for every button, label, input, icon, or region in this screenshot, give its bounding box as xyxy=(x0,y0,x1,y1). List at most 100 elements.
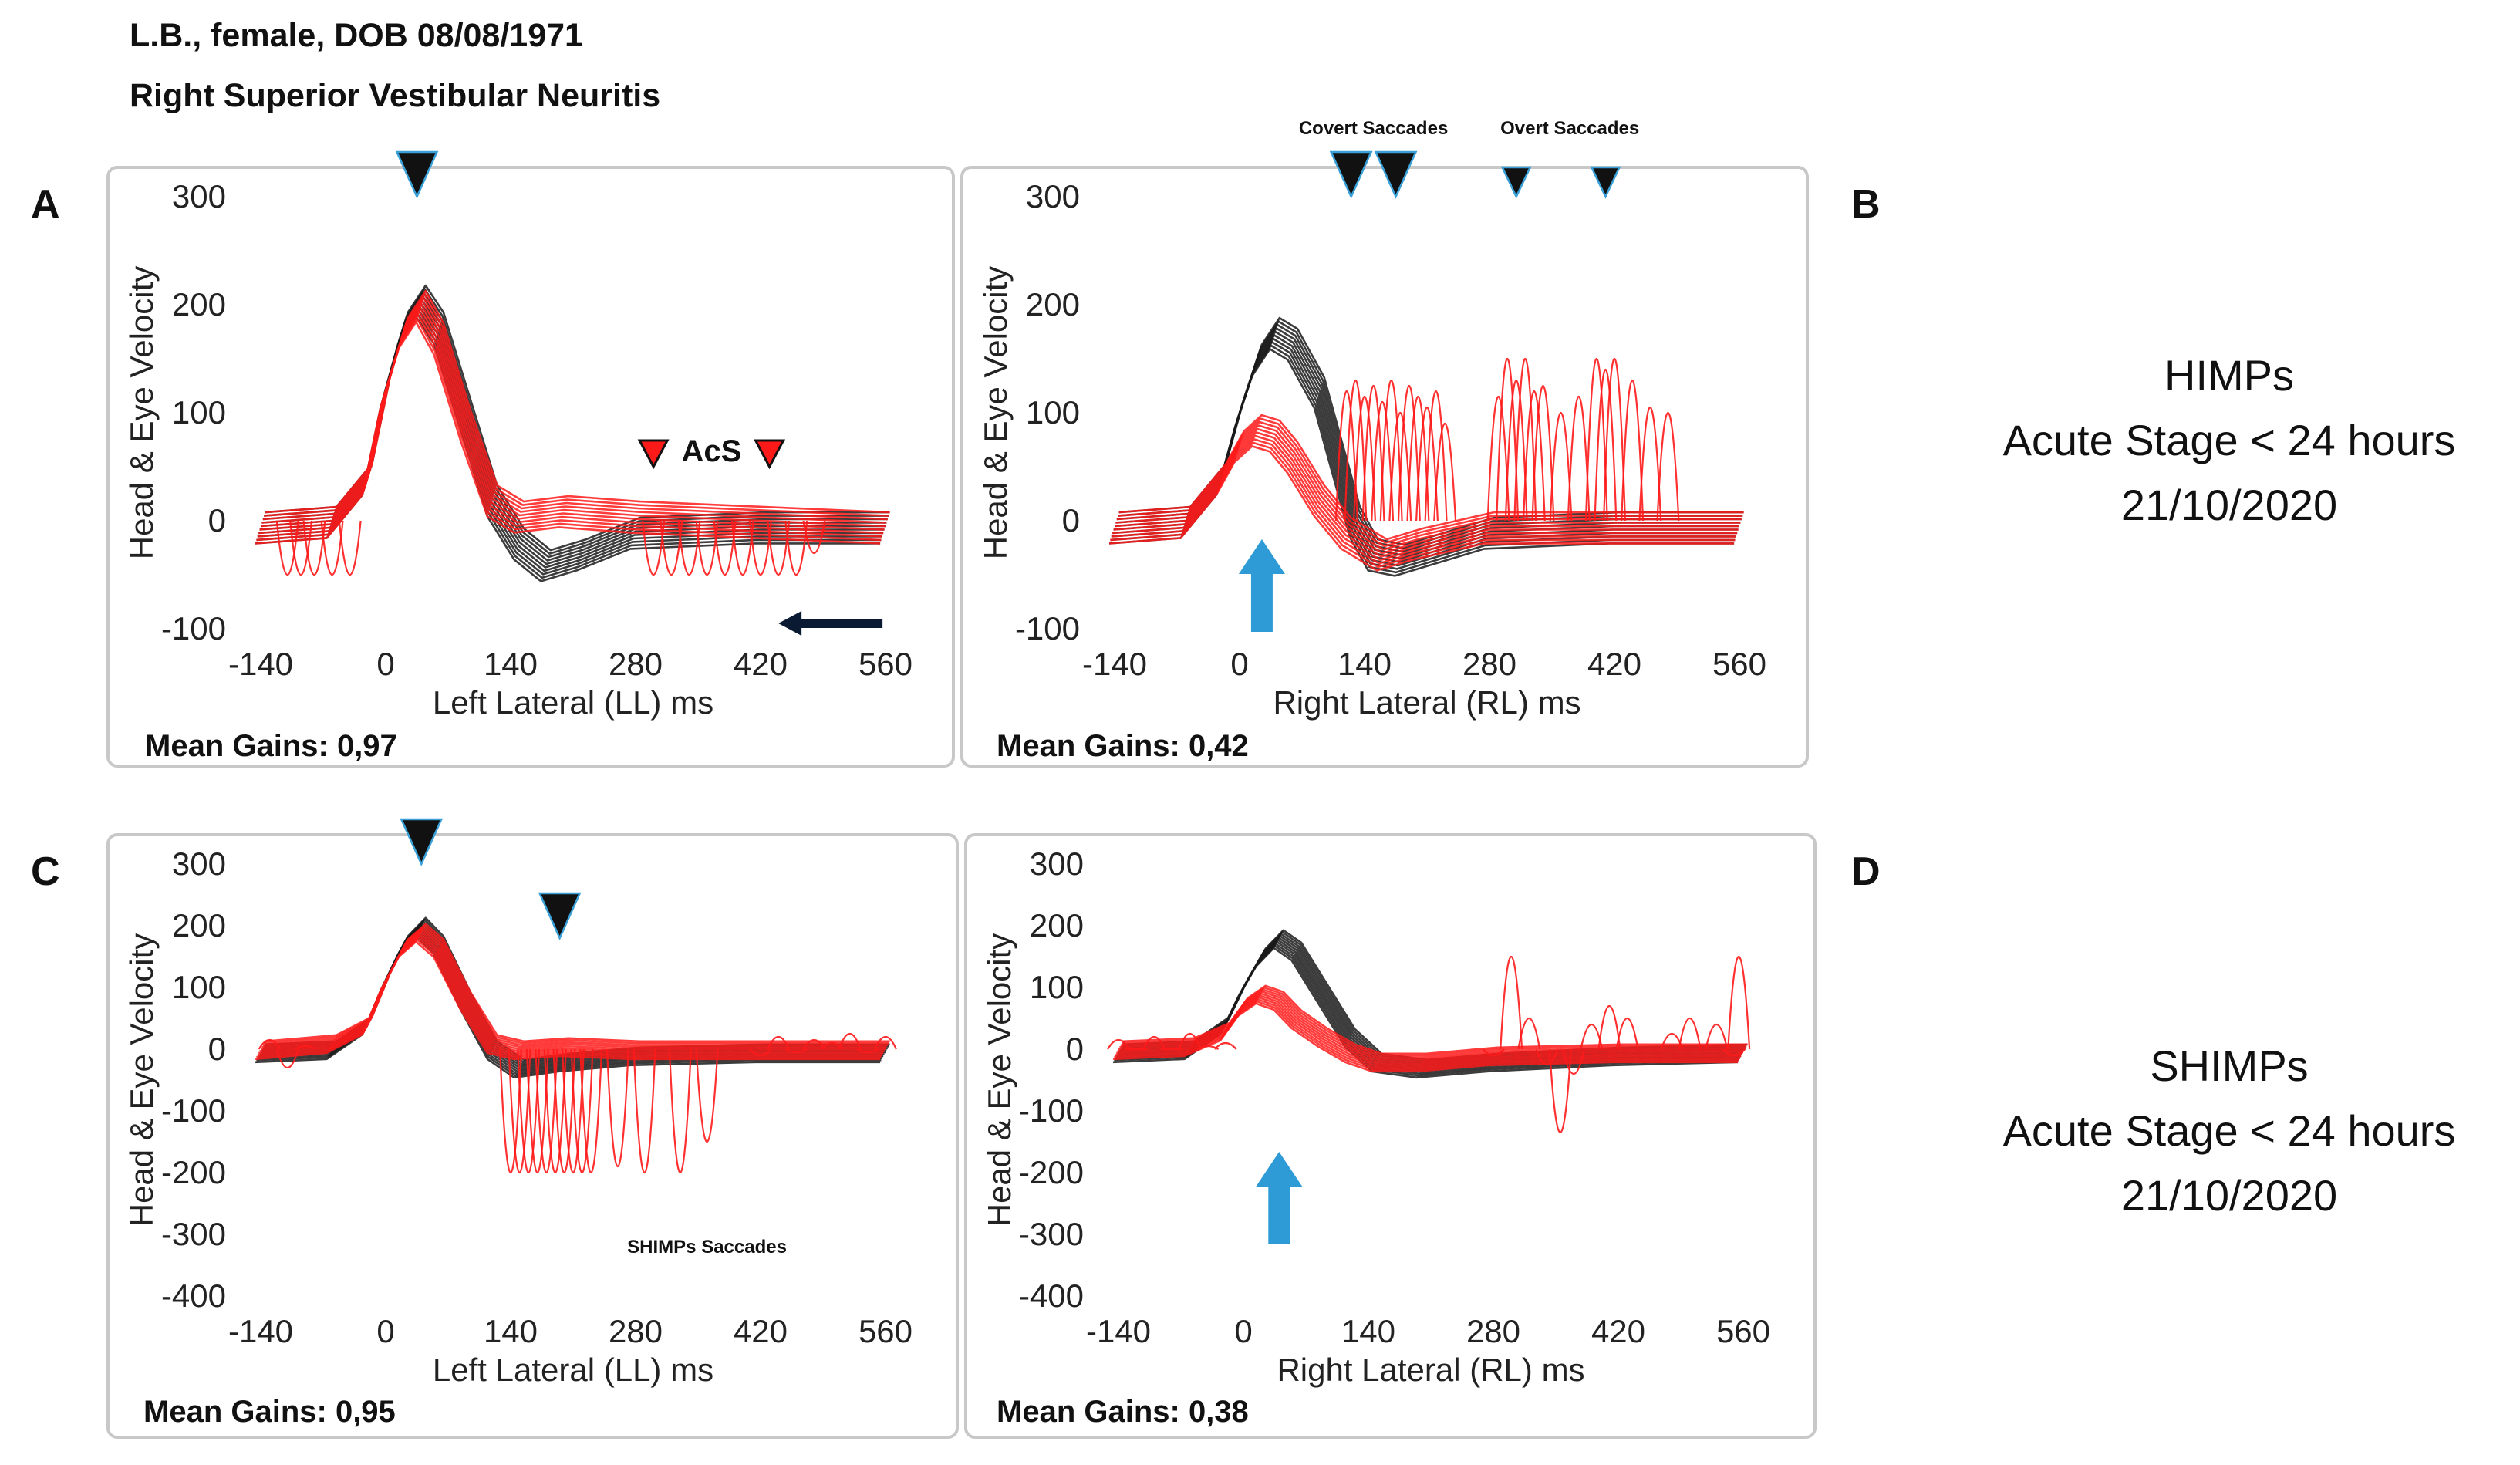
series-c-3-spike xyxy=(874,1035,897,1050)
series-d-1-line xyxy=(1119,991,1745,1061)
series-c-1-line xyxy=(260,930,886,1051)
x-tick-label: 420 xyxy=(734,1313,788,1349)
black-triangle-marker xyxy=(1590,166,1621,199)
shimps-stage: Acute Stage < 24 hours xyxy=(2002,1106,2456,1155)
y-tick-label: 100 xyxy=(1026,394,1080,430)
y-tick-label: -100 xyxy=(1019,1092,1084,1129)
series-d-2-spike xyxy=(1615,1018,1639,1050)
y-tick-label: 0 xyxy=(208,502,226,538)
series-c-1-line xyxy=(258,934,884,1055)
series-d-2-spike xyxy=(1705,1023,1729,1050)
series-c-3-spike xyxy=(856,1048,879,1054)
series-b-3-spike xyxy=(1486,396,1510,522)
x-tick-label: 560 xyxy=(859,646,913,682)
blue-arrow-up-icon xyxy=(1256,1152,1303,1244)
x-tick-label: 420 xyxy=(734,646,788,682)
series-a-3-spike xyxy=(713,520,737,576)
panel-a-frame xyxy=(106,166,955,768)
y-tick-label: 300 xyxy=(172,846,226,882)
x-tick-label: 0 xyxy=(1234,1313,1252,1349)
series-c-3-spike xyxy=(749,1048,772,1057)
series-c-3-spike xyxy=(838,1033,862,1050)
shimps-date: 21/10/2020 xyxy=(2120,1171,2338,1220)
series-b-2-spike xyxy=(1433,423,1457,522)
annotation-text: Overt Saccades xyxy=(1500,118,1639,139)
series-c-1-line xyxy=(259,933,885,1052)
x-tick-label: 140 xyxy=(1341,1313,1395,1349)
x-tick-label: -140 xyxy=(1086,1313,1151,1349)
series-b-3-spike xyxy=(1496,357,1520,522)
series-b-2-spike xyxy=(1397,384,1421,522)
x-tick-label: 280 xyxy=(1466,1313,1520,1349)
series-b-3-spike xyxy=(1504,380,1528,522)
x-tick-label: 140 xyxy=(484,646,538,682)
y-axis-label: Head & Eye Velocity xyxy=(977,266,1014,560)
series-d-2-spike xyxy=(1727,956,1751,1050)
mean-gain-d: Mean Gains: 0,38 xyxy=(997,1395,1249,1429)
x-tick-label: 0 xyxy=(1230,646,1248,682)
chart-panel-c: 300 200 100 0 -100 -200 -300 -400-140 0 140 280 420… xyxy=(123,818,913,1388)
series-b-0-line xyxy=(1118,316,1744,546)
series-a-2-spike xyxy=(289,520,313,576)
series-b-2-spike xyxy=(1353,396,1376,522)
himps-date: 21/10/2020 xyxy=(2120,481,2338,529)
y-axis-label: Head & Eye Velocity xyxy=(123,933,160,1227)
annotation-text: SHIMPs Saccades xyxy=(627,1237,787,1257)
series-d-2-spike xyxy=(1722,1048,1746,1057)
x-tick-label: -140 xyxy=(228,646,293,682)
series-b-2-spike xyxy=(1406,396,1430,522)
series-b-3-spike xyxy=(1513,357,1537,522)
series-d-3-spike xyxy=(1178,1033,1202,1050)
series-c-3-spike xyxy=(294,1045,317,1050)
chart-panel-a: 300 200 100 0 -100-140 0 140 280 420 560 Left Late… xyxy=(123,150,913,721)
chart-panel-d: 300 200 100 0 -100 -200 -300 -400-140 0 140 280 420… xyxy=(981,846,1770,1388)
series-b-3-spike xyxy=(1522,390,1546,522)
panel-label-b: B xyxy=(1851,182,1881,227)
series-b-3-spike xyxy=(1594,368,1618,522)
x-tick-label: -140 xyxy=(228,1313,293,1349)
series-a-2-spike xyxy=(275,520,299,576)
himps-title: HIMPs xyxy=(2164,351,2294,400)
red-triangle-marker xyxy=(637,439,670,470)
panel-b-frame xyxy=(960,166,1809,768)
series-a-0-line xyxy=(258,305,884,572)
black-triangle-marker xyxy=(395,150,439,200)
y-tick-label: 200 xyxy=(1030,907,1084,943)
series-c-2-spike xyxy=(508,1048,531,1173)
x-tick-label: 560 xyxy=(1716,1313,1770,1349)
y-tick-label: -300 xyxy=(1019,1216,1084,1252)
chart-panel-b: 300 200 100 0 -100-140 0 140 280 420 560 Right Lat… xyxy=(977,118,1766,721)
x-tick-label: 420 xyxy=(1591,1313,1645,1349)
diagnosis-title: Right Superior Vestibular Neuritis xyxy=(130,77,661,114)
series-b-3-spike xyxy=(1567,396,1591,522)
shimps-description: SHIMPs Acute Stage < 24 hours 21/10/2020 xyxy=(1944,1034,2515,1228)
series-d-3-spike xyxy=(1107,1038,1130,1050)
series-a-2-spike xyxy=(338,520,362,576)
x-tick-label: 140 xyxy=(1338,646,1392,682)
y-tick-label: 100 xyxy=(172,969,226,1005)
series-b-0-line xyxy=(1114,330,1739,560)
series-c-2-spike xyxy=(525,1048,549,1173)
mean-gain-a: Mean Gains: 0,97 xyxy=(145,729,397,763)
series-c-2-spike xyxy=(552,1048,576,1173)
series-a-3-spike xyxy=(749,520,772,576)
series-a-1-line xyxy=(265,289,890,514)
series-d-2-spike xyxy=(1482,1048,1505,1057)
x-tick-label: 0 xyxy=(376,1313,394,1349)
x-tick-label: 560 xyxy=(1712,646,1766,682)
series-b-2-spike xyxy=(1334,390,1358,522)
y-tick-label: -400 xyxy=(1019,1278,1084,1314)
y-tick-label: -200 xyxy=(1019,1154,1084,1190)
series-a-0-line xyxy=(257,309,882,576)
series-c-2-spike xyxy=(535,1048,558,1173)
series-c-1-line xyxy=(265,923,890,1043)
panel-d-frame xyxy=(964,833,1817,1439)
red-triangle-marker xyxy=(754,439,786,470)
series-b-3-spike xyxy=(1638,407,1662,522)
x-tick-label: 140 xyxy=(484,1313,538,1349)
series-a-3-spike xyxy=(784,520,808,576)
y-tick-label: 0 xyxy=(1062,502,1080,538)
x-axis-label: Left Lateral (LL) ms xyxy=(433,1352,713,1388)
series-d-2-spike xyxy=(1678,1018,1702,1050)
series-c-3-spike xyxy=(258,1038,282,1050)
